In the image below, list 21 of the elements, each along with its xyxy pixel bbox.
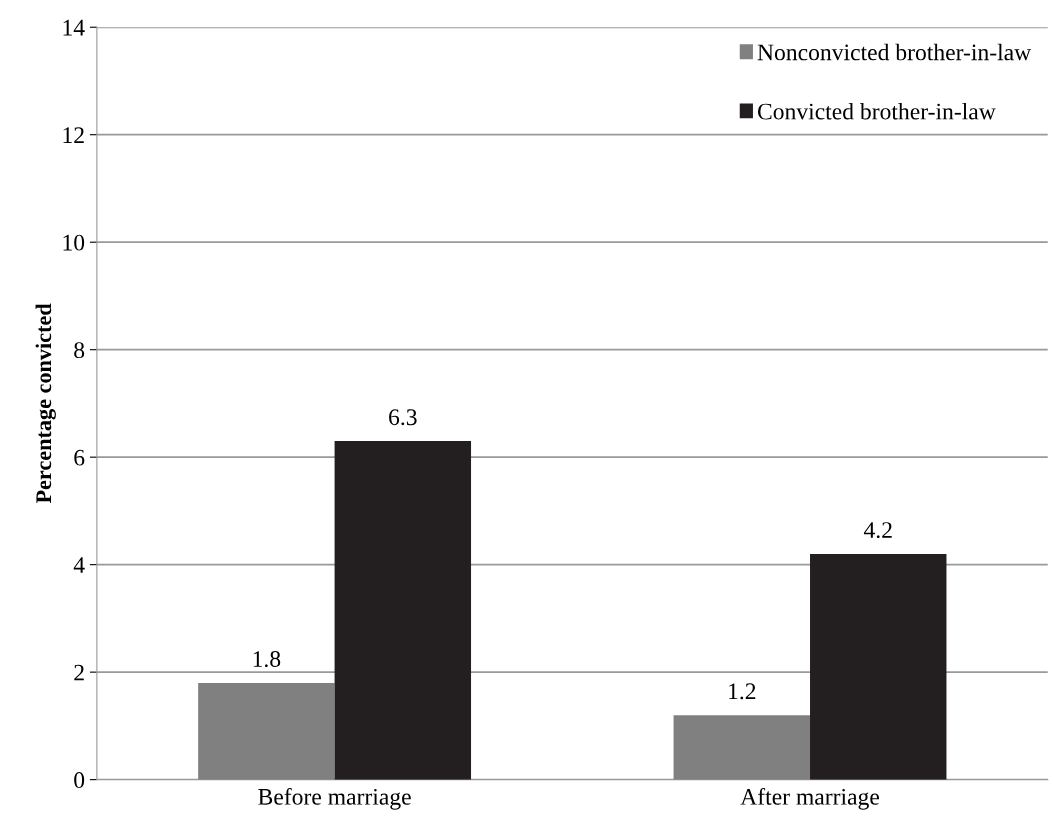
data-label: 1.8: [253, 651, 281, 668]
bar: [810, 553, 947, 780]
y-tick-label: 0: [74, 772, 85, 789]
y-tick-label: 2: [74, 664, 84, 681]
y-tick-label: 12: [63, 127, 84, 143]
bar: [673, 715, 811, 780]
data-label: 1.2: [729, 683, 756, 700]
x-tick-label: Before marriage: [258, 787, 411, 810]
bar: [334, 441, 472, 780]
y-tick-label: 8: [74, 342, 85, 359]
y-axis-title: Percentage convicted: [35, 303, 56, 504]
data-label: 4.2: [863, 522, 892, 539]
bar: [198, 682, 335, 780]
y-tick-label: 10: [63, 234, 85, 251]
y-tick-label: 4: [73, 557, 85, 573]
y-tick-label: 14: [63, 19, 85, 36]
x-tick-label: After marriage: [740, 787, 880, 810]
data-label: 6.3: [389, 409, 417, 426]
legend-label: Convicted brother-in-law: [757, 102, 996, 120]
legend-label: Nonconvicted brother-in-law: [757, 43, 1032, 61]
y-tick-label: 6: [74, 449, 85, 466]
